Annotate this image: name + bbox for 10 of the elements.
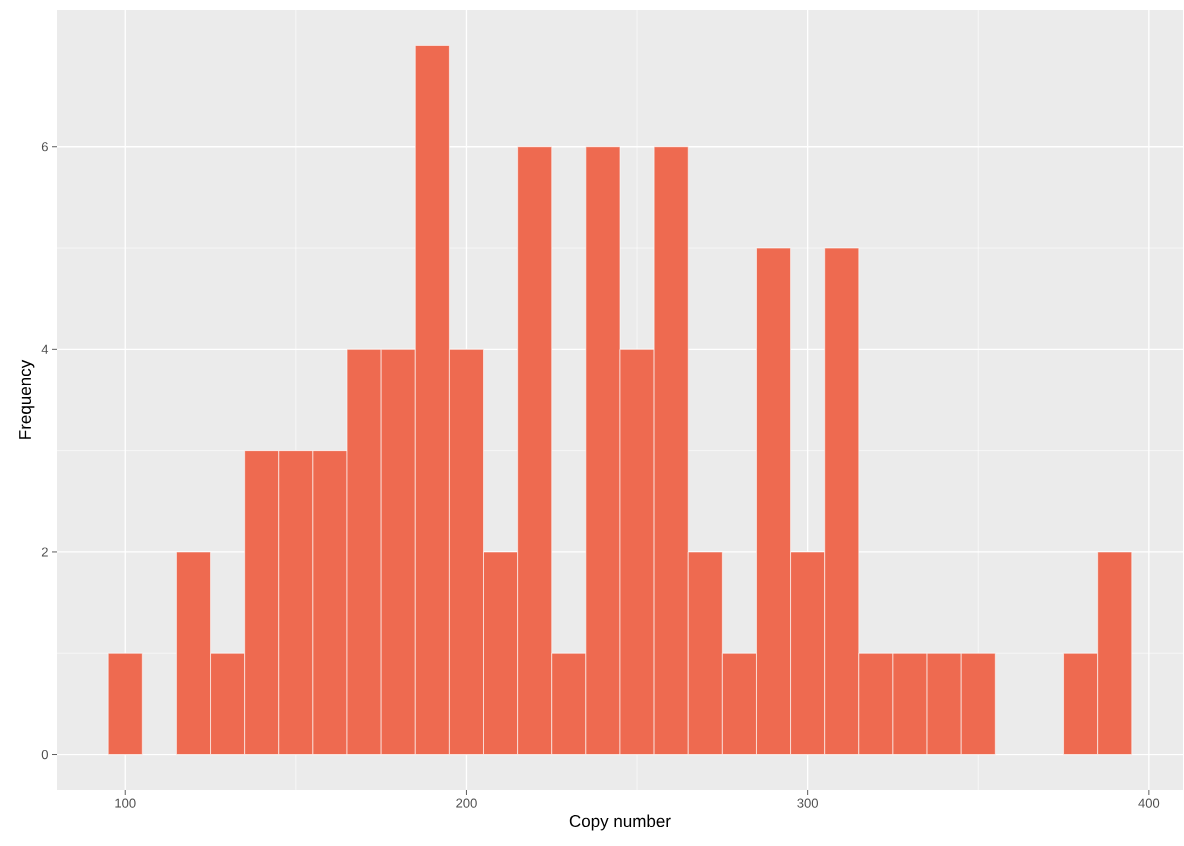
x-tick-label: 200	[456, 798, 477, 808]
x-axis-title: Copy number	[569, 814, 671, 831]
x-tick-label: 300	[797, 798, 818, 808]
y-tick-label: 4	[41, 344, 49, 354]
x-tick-label: 400	[1138, 798, 1160, 808]
y-tick-label: 0	[41, 749, 48, 760]
x-tick-label: 100	[115, 798, 136, 808]
y-tick-label: 2	[41, 547, 48, 557]
y-tick-label: 6	[41, 142, 48, 152]
y-axis-title: Frequency	[19, 359, 35, 439]
